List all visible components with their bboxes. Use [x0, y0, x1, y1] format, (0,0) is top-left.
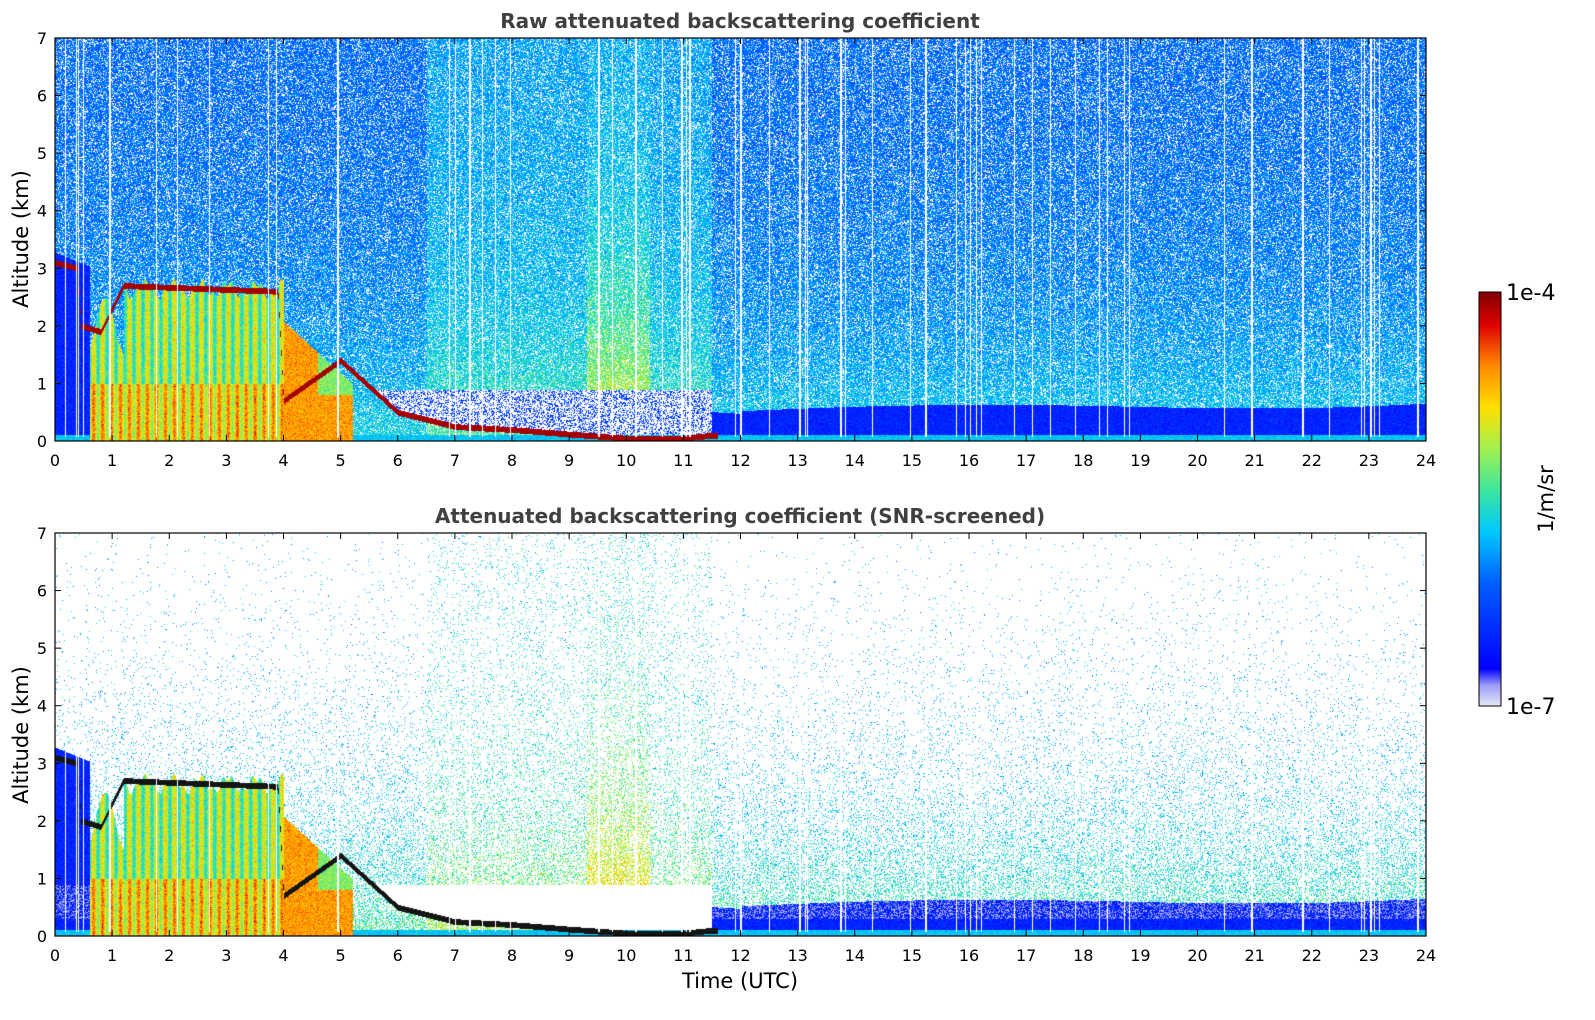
x-tick-label: 20	[1187, 451, 1207, 470]
x-tick-label: 7	[450, 946, 460, 965]
x-tick-label: 8	[507, 946, 517, 965]
x-tick-label: 10	[616, 451, 636, 470]
colorbar: 1e-4 1e-7 1/m/sr	[1478, 281, 1558, 720]
y-tick-label: 3	[37, 754, 47, 773]
x-tick-label: 14	[845, 451, 865, 470]
x-tick-label: 1	[107, 946, 117, 965]
panel-screened-xticks: 0 1 2 3 4 5 6 7 8 9 10 11 12 13 14 15 16 17 18 19 20 21 22 23 24	[50, 533, 1436, 965]
x-tick-label: 3	[221, 946, 231, 965]
y-tick-label: 7	[37, 29, 47, 48]
y-tick-label: 4	[37, 697, 47, 716]
x-tick-label: 13	[787, 946, 807, 965]
x-tick-label: 16	[959, 451, 979, 470]
x-tick-label: 0	[50, 451, 60, 470]
panel-raw-heatmap	[55, 38, 1426, 441]
colorbar-gradient	[1478, 291, 1502, 707]
y-tick-label: 2	[37, 317, 47, 336]
x-tick-label: 17	[1016, 451, 1036, 470]
x-tick-label: 21	[1244, 451, 1264, 470]
y-tick-label: 6	[37, 582, 47, 601]
panel-raw: Raw attenuated backscattering coefficien…	[9, 9, 1436, 470]
x-tick-label: 19	[1130, 451, 1150, 470]
x-tick-label: 4	[278, 946, 288, 965]
x-tick-label: 7	[450, 451, 460, 470]
y-tick-label: 5	[37, 144, 47, 163]
x-tick-label: 14	[845, 946, 865, 965]
x-tick-label: 24	[1416, 451, 1436, 470]
x-tick-label: 24	[1416, 946, 1436, 965]
x-tick-label: 12	[730, 451, 750, 470]
x-tick-label: 1	[107, 451, 117, 470]
x-tick-label: 17	[1016, 946, 1036, 965]
panel-screened-ylabel: Altitude (km)	[9, 666, 33, 804]
y-tick-label: 1	[37, 869, 47, 888]
x-tick-label: 11	[673, 946, 693, 965]
y-tick-label: 3	[37, 259, 47, 278]
x-tick-label: 15	[902, 946, 922, 965]
y-tick-label: 0	[37, 432, 47, 451]
panel-screened-xlabel: Time (UTC)	[681, 969, 798, 993]
x-tick-label: 22	[1302, 946, 1322, 965]
x-tick-label: 16	[959, 946, 979, 965]
panel-screened-heatmap	[55, 533, 1426, 936]
x-tick-label: 18	[1073, 451, 1093, 470]
x-tick-label: 2	[164, 451, 174, 470]
y-tick-label: 0	[37, 927, 47, 946]
x-tick-label: 23	[1359, 946, 1379, 965]
panel-raw-title: Raw attenuated backscattering coefficien…	[500, 9, 980, 33]
x-tick-label: 8	[507, 451, 517, 470]
x-tick-label: 5	[336, 946, 346, 965]
panel-raw-xticks: 0 1 2 3 4 5 6 7 8 9 10 11 12 13 14 15 16 17 18 19 20 21 22 23 24	[50, 38, 1436, 470]
y-tick-label: 7	[37, 524, 47, 543]
x-tick-label: 20	[1187, 946, 1207, 965]
y-tick-label: 5	[37, 639, 47, 658]
y-tick-label: 2	[37, 812, 47, 831]
y-tick-label: 6	[37, 87, 47, 106]
colorbar-min-label: 1e-7	[1506, 695, 1555, 720]
x-tick-label: 9	[564, 451, 574, 470]
x-tick-label: 3	[221, 451, 231, 470]
x-tick-label: 21	[1244, 946, 1264, 965]
x-tick-label: 4	[278, 451, 288, 470]
panel-raw-yticks: 0 1 2 3 4 5 6 7	[37, 29, 1426, 451]
panel-screened: Attenuated backscattering coefficient (S…	[9, 504, 1436, 993]
x-tick-label: 15	[902, 451, 922, 470]
colorbar-unit-label: 1/m/sr	[1534, 465, 1558, 533]
panel-screened-yticks: 0 1 2 3 4 5 6 7	[37, 524, 1426, 946]
x-tick-label: 13	[787, 451, 807, 470]
x-tick-label: 19	[1130, 946, 1150, 965]
colorbar-max-label: 1e-4	[1506, 281, 1555, 306]
x-tick-label: 10	[616, 946, 636, 965]
x-tick-label: 0	[50, 946, 60, 965]
x-tick-label: 6	[393, 946, 403, 965]
y-tick-label: 4	[37, 202, 47, 221]
x-tick-label: 9	[564, 946, 574, 965]
x-tick-label: 18	[1073, 946, 1093, 965]
x-tick-label: 23	[1359, 451, 1379, 470]
x-tick-label: 11	[673, 451, 693, 470]
panel-raw-ylabel: Altitude (km)	[9, 170, 33, 308]
y-tick-label: 1	[37, 374, 47, 393]
x-tick-label: 22	[1302, 451, 1322, 470]
x-tick-label: 5	[336, 451, 346, 470]
panel-screened-title: Attenuated backscattering coefficient (S…	[435, 504, 1045, 528]
x-tick-label: 12	[730, 946, 750, 965]
x-tick-label: 2	[164, 946, 174, 965]
x-tick-label: 6	[393, 451, 403, 470]
